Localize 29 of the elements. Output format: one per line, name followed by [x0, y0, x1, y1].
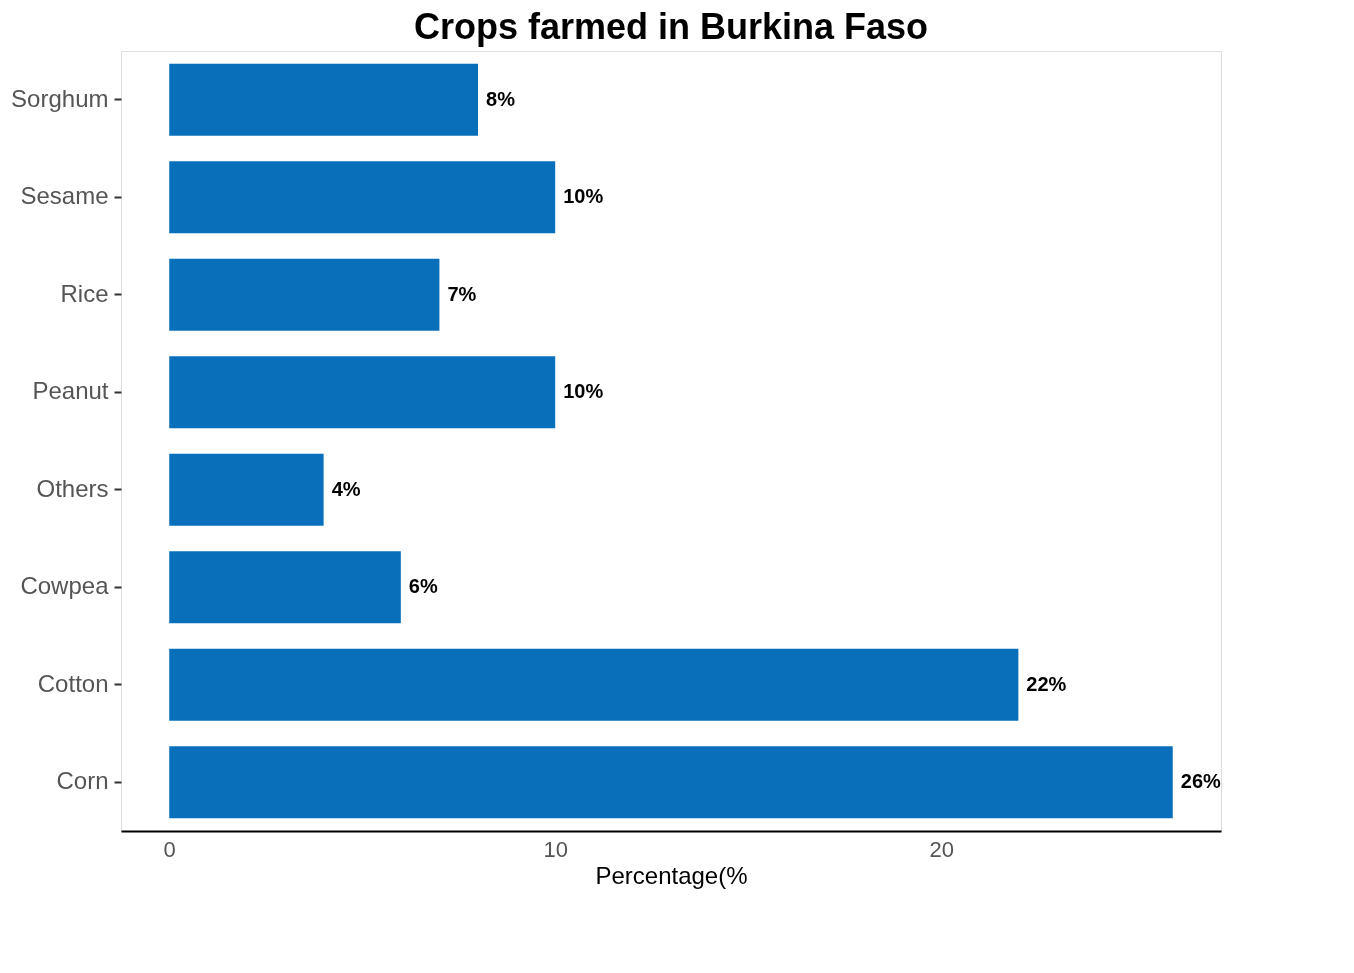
data-label: 6%	[408, 575, 438, 598]
y-tick-label: Rice	[60, 279, 109, 307]
data-label: 10%	[563, 185, 604, 208]
data-label: 8%	[486, 87, 516, 110]
bar	[169, 161, 556, 234]
y-tick-label: Cowpea	[20, 572, 110, 600]
x-axis-title: Percentage(%	[595, 861, 748, 889]
y-tick-label: Sorghum	[11, 84, 109, 112]
data-label: 22%	[1026, 672, 1067, 695]
chart-title: Crops farmed in Burkina Faso	[413, 6, 929, 47]
data-label: 4%	[331, 477, 361, 500]
y-tick-label: Corn	[56, 767, 109, 795]
data-label: 26%	[1180, 770, 1221, 793]
bar	[169, 551, 401, 624]
data-label: 7%	[447, 282, 477, 305]
bar	[169, 746, 1173, 819]
bar	[169, 258, 440, 331]
x-tick-label: 0	[163, 836, 176, 862]
y-tick-label: Peanut	[32, 377, 109, 405]
y-tick-label: Sesame	[20, 182, 109, 210]
bar	[169, 356, 556, 429]
x-tick-label: 20	[929, 836, 954, 862]
y-tick-label: Others	[36, 474, 109, 502]
y-tick-label: Cotton	[37, 669, 109, 697]
data-label: 10%	[563, 380, 604, 403]
bar	[169, 453, 324, 526]
bar	[169, 648, 1019, 721]
x-tick-label: 10	[543, 836, 568, 862]
bar	[169, 63, 479, 136]
